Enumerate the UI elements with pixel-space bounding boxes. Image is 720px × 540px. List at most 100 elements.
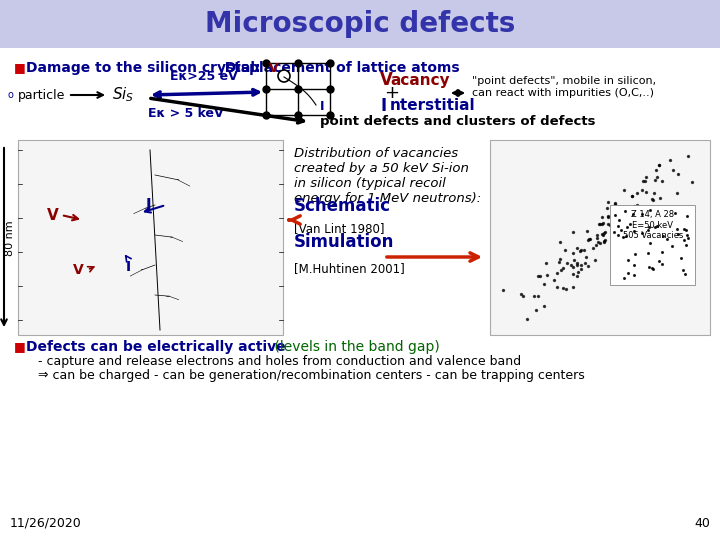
Point [652,173,663,181]
Text: ■: ■ [14,341,26,354]
Point [635,206,647,215]
Point [609,200,621,208]
Point [640,187,652,196]
Point [532,292,544,301]
Point [552,283,563,292]
Point [579,259,590,268]
Point [647,196,658,205]
Text: V: V [269,63,279,76]
Text: I: I [145,198,150,213]
Point [554,238,565,246]
Point [605,220,616,229]
Point [683,152,694,160]
Text: can react with impurities (O,C,..): can react with impurities (O,C,..) [472,88,654,98]
Text: 80 nm: 80 nm [5,220,15,256]
Point [596,220,608,228]
Point [665,156,676,165]
Point [624,211,636,219]
Text: nterstitial: nterstitial [390,98,476,113]
Text: acancy: acancy [390,72,449,87]
Point [633,202,644,211]
Text: Simulation: Simulation [294,233,395,251]
Point [651,165,662,174]
Point [608,228,619,237]
Point [515,289,526,298]
Point [565,261,577,269]
FancyBboxPatch shape [18,140,283,335]
Point [612,219,624,227]
Point [534,272,546,280]
Point [574,247,585,256]
Point [596,213,608,221]
Point [610,213,621,221]
Point [596,230,608,238]
Text: ⇒ can be charged - can be generation/recombination centers - can be trapping cen: ⇒ can be charged - can be generation/rec… [38,369,585,382]
Point [653,256,665,265]
Point [618,233,629,241]
Point [642,248,653,257]
Text: Z 14, A 28: Z 14, A 28 [631,211,675,219]
Point [649,208,661,217]
Point [555,266,567,274]
Point [682,212,693,220]
Point [649,175,660,184]
Point [498,286,509,294]
Text: Schematic: Schematic [294,197,391,215]
Point [602,198,613,207]
Point [585,235,596,244]
Point [583,235,595,244]
Point [557,264,568,272]
Text: $\it{Si_S}$: $\it{Si_S}$ [112,86,135,104]
Text: V: V [380,71,393,89]
Point [571,258,582,267]
Point [572,272,583,280]
Point [657,176,668,185]
Point [636,228,648,237]
Point [618,274,630,282]
Text: point defects and clusters of defects: point defects and clusters of defects [320,116,595,129]
Point [582,235,593,244]
Point [588,244,599,252]
Point [567,282,579,291]
Point [640,173,652,181]
Point [629,222,640,231]
Point [603,220,614,228]
Point [598,238,610,246]
Point [631,189,643,198]
Point [590,240,601,249]
Text: - capture and release electrons and holes from conduction and valence band: - capture and release electrons and hole… [38,355,521,368]
Point [598,231,609,240]
Point [599,228,611,237]
Point [622,268,634,277]
Point [653,160,665,169]
Point [561,285,572,293]
Point [671,225,683,233]
Point [589,256,600,265]
Point [667,166,679,175]
Point [630,250,642,259]
Text: in silicon (typical recoil: in silicon (typical recoil [294,177,446,190]
Point [580,252,592,261]
Text: +: + [384,84,399,102]
Point [680,225,692,234]
Point [666,242,678,251]
Text: [M.Huhtinen 2001]: [M.Huhtinen 2001] [294,262,405,275]
Text: "point defects", mobile in silicon,: "point defects", mobile in silicon, [472,76,656,86]
Text: Defects can be electrically active: Defects can be electrically active [26,340,286,354]
Point [613,216,625,225]
Point [575,260,587,269]
Point [595,220,606,228]
Text: 11/26/2020: 11/26/2020 [10,517,82,530]
Point [656,248,667,256]
Point [634,208,646,217]
Text: energy for 1 MeV neutrons):: energy for 1 MeV neutrons): [294,192,481,205]
Point [680,241,692,249]
Point [647,195,658,204]
Point [609,199,621,207]
Point [582,261,594,270]
Point [618,211,630,219]
Point [608,214,619,223]
Point [636,186,648,194]
Point [538,301,549,310]
Point [608,228,620,237]
